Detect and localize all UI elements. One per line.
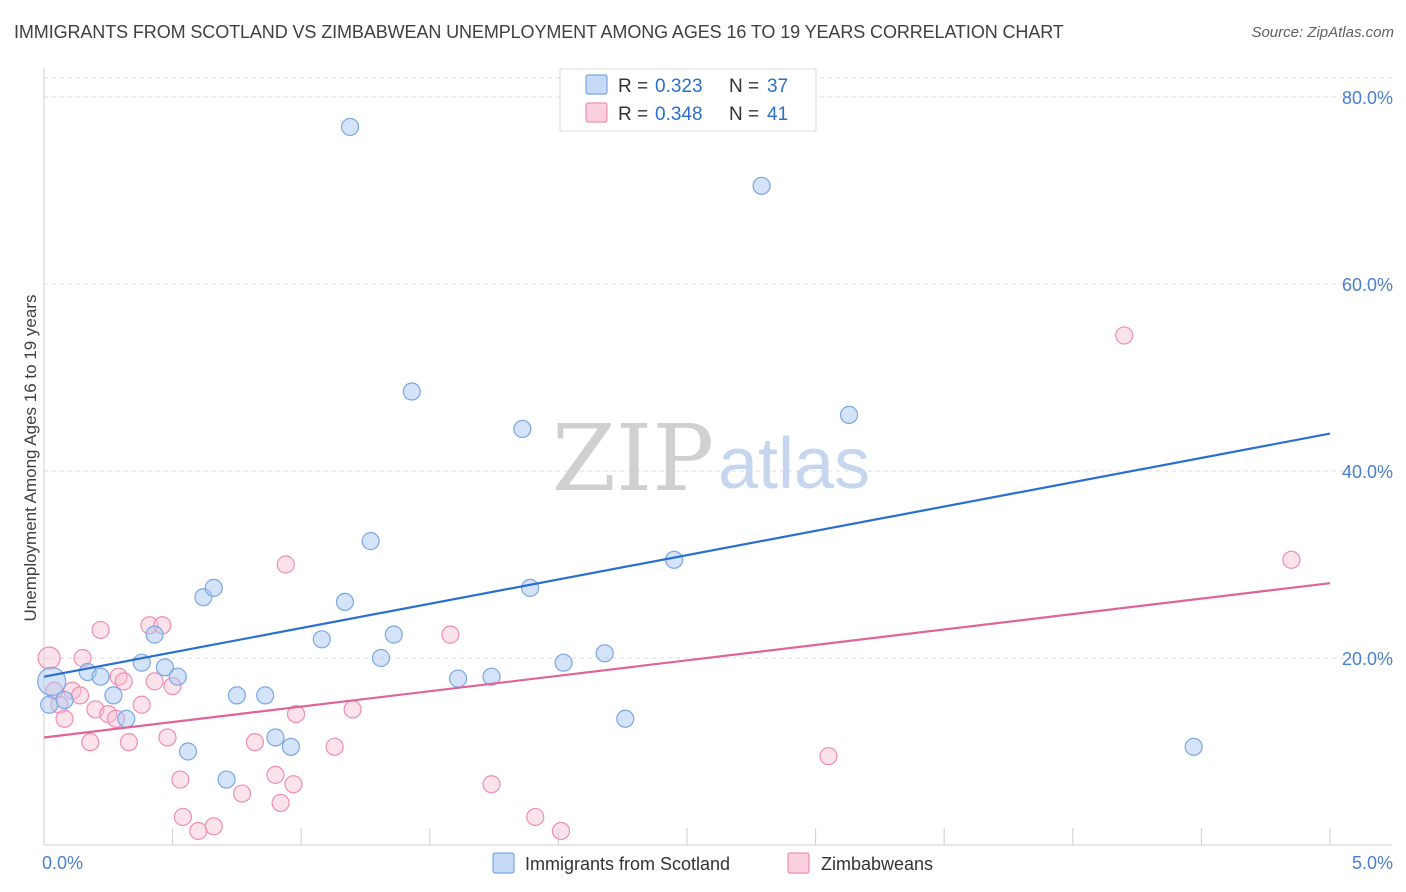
scotland-point (340, 117, 360, 137)
y-tick-label: 80.0% (1342, 88, 1393, 108)
zimbabwe-point (441, 625, 460, 644)
zimbabwe-point (232, 784, 252, 803)
scotland-point (91, 667, 110, 686)
legend-r-value-scotland: 0.323 (655, 76, 703, 97)
bottom-legend-label-zimbabwe: Zimbabweans (821, 854, 933, 874)
bottom-legend-swatch-scotland (492, 852, 515, 874)
legend-r-label-scotland: R = (618, 76, 648, 97)
scotland-point (554, 653, 573, 672)
scotland-point (335, 592, 355, 612)
scotland-point (256, 686, 275, 705)
scotland-point (482, 667, 501, 686)
zimbabwe-point (70, 686, 90, 705)
scotland-point (168, 667, 187, 686)
zimbabwe-point (91, 620, 110, 640)
legend-n-value-zimbabwe: 41 (767, 104, 788, 125)
y-tick-label: 40.0% (1342, 462, 1393, 482)
scotland-point (521, 578, 540, 597)
zimbabwe-point (284, 775, 303, 794)
watermark-zip: ZIP (552, 405, 714, 512)
zimbabwe-point (37, 646, 61, 670)
y-tick-label: 20.0% (1342, 649, 1393, 669)
scotland-point (266, 728, 285, 747)
scotland-point (227, 686, 246, 705)
zimbabwe-point (171, 770, 190, 789)
zimbabwe-point (158, 728, 177, 747)
scotland-point (616, 709, 635, 728)
scotland-point (155, 658, 174, 677)
legend-swatch-zimbabwe (585, 102, 608, 123)
zimbabwe-point (286, 704, 306, 724)
scotland-point (104, 686, 123, 705)
scotland-point (178, 742, 198, 761)
zimbabwe-point (189, 821, 208, 841)
scotland-point (145, 625, 164, 644)
legend-n-label-scotland: N = (729, 76, 759, 97)
zimbabwe-point (204, 817, 223, 836)
scotland-point (361, 532, 380, 551)
chart-title: IMMIGRANTS FROM SCOTLAND VS ZIMBABWEAN U… (14, 22, 1064, 42)
legend-n-label-zimbabwe: N = (729, 104, 759, 125)
top-legend: R = 0.323 N = 37 R = 0.348 N = 41 (559, 68, 817, 132)
scotland-point (117, 709, 136, 728)
zimbabwe-point (1115, 326, 1134, 345)
scotland-point (839, 405, 859, 424)
source-label: Source: ZipAtlas.com (1251, 24, 1394, 41)
zimbabwe-point (276, 555, 295, 574)
y-axis-label: Unemployment Among Ages 16 to 19 years (21, 295, 40, 622)
scotland-point (752, 176, 771, 195)
zimbabwe-point (55, 709, 74, 728)
scotland-point (1184, 737, 1203, 756)
zimbabwe-point (1282, 550, 1301, 569)
zimbabwe-point (343, 700, 362, 719)
zimbabwe-point (119, 733, 138, 752)
scotland-point (217, 770, 236, 789)
scotland-point (371, 648, 391, 668)
legend-n-value-scotland: 37 (767, 76, 788, 97)
scotland-point (281, 737, 301, 756)
zimbabwe-point (81, 733, 100, 752)
zimbabwe-point (551, 821, 571, 841)
zimbabwe-point (245, 733, 265, 752)
scotland-point (40, 695, 59, 714)
legend-r-value-zimbabwe: 0.348 (655, 104, 703, 125)
zimbabwe-point (173, 807, 192, 827)
y-tick-label: 60.0% (1342, 275, 1393, 295)
bottom-legend-label-scotland: Immigrants from Scotland (525, 854, 730, 874)
zimbabwe-trend-line (43, 582, 1331, 739)
scotland-trend-line (43, 432, 1331, 678)
scotland-point (384, 625, 403, 644)
scotland-point (448, 669, 468, 688)
scotland-point (312, 630, 331, 649)
scotland-point (55, 690, 74, 710)
scotland-point (204, 578, 223, 597)
zimbabwe-point (325, 737, 344, 756)
trend-layer (43, 432, 1331, 739)
zimbabwe-point (819, 747, 838, 766)
scotland-point (595, 644, 614, 663)
x-tick-label-max: 5.0% (1352, 853, 1393, 873)
zimbabwe-point (526, 807, 545, 827)
watermark-atlas: atlas (718, 424, 870, 504)
grid-layer (44, 77, 1392, 659)
legend-r-label-zimbabwe: R = (618, 104, 648, 125)
bottom-legend: Immigrants from Scotland Zimbabweans (492, 852, 933, 874)
zimbabwe-point (482, 775, 501, 794)
axis-layer: 20.0% 40.0% 60.0% 80.0% 0.0% 5.0% (42, 68, 1393, 873)
legend-swatch-scotland (585, 74, 608, 95)
scotland-points (37, 117, 1203, 789)
bottom-legend-swatch-zimbabwe (787, 852, 810, 874)
zimbabwe-point (114, 672, 133, 691)
scotland-point (402, 382, 421, 401)
scotland-point (513, 419, 532, 439)
zimbabwe-point (271, 793, 290, 813)
zimbabwe-points (37, 326, 1301, 841)
scotland-point (37, 666, 67, 696)
zimbabwe-point (132, 695, 151, 714)
zimbabwe-point (266, 765, 285, 784)
x-tick-label-min: 0.0% (42, 853, 83, 873)
zimbabwe-point (145, 672, 164, 691)
